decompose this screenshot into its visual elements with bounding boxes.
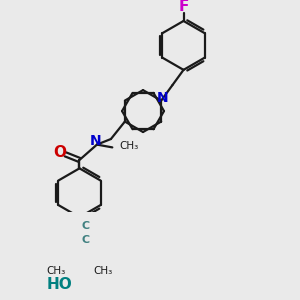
Text: HO: HO (47, 278, 73, 292)
Text: CH₃: CH₃ (46, 266, 65, 276)
Text: C: C (81, 235, 89, 244)
Text: CH₃: CH₃ (94, 266, 113, 276)
Text: CH₃: CH₃ (119, 141, 139, 151)
Text: N: N (90, 134, 101, 148)
Text: F: F (178, 0, 189, 14)
Text: N: N (157, 91, 168, 105)
Text: O: O (53, 146, 66, 160)
Text: C: C (81, 220, 89, 231)
